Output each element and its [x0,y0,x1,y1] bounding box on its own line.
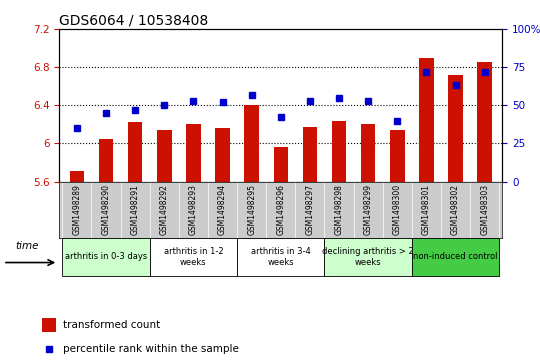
Bar [448,75,463,182]
Text: GSM1498300: GSM1498300 [393,184,402,235]
Text: arthritis in 3-4
weeks: arthritis in 3-4 weeks [251,247,310,266]
Text: arthritis in 0-3 days: arthritis in 0-3 days [65,252,147,261]
Bar [477,62,492,182]
Bar [128,122,143,182]
Bar [99,139,113,182]
Text: declining arthritis > 2
weeks: declining arthritis > 2 weeks [322,247,414,266]
Text: time: time [15,241,38,251]
Bar [157,130,172,182]
Text: GSM1498302: GSM1498302 [451,184,460,235]
Bar [332,121,346,182]
Bar [215,128,230,182]
Text: GSM1498303: GSM1498303 [480,184,489,235]
Text: GSM1498290: GSM1498290 [102,184,111,235]
Bar [419,58,434,182]
Bar [186,124,201,182]
Bar [245,105,259,182]
Text: GSM1498295: GSM1498295 [247,184,256,235]
Bar [274,147,288,182]
Bar [325,238,412,276]
Bar [361,124,375,182]
Bar [302,127,317,182]
Text: GSM1498301: GSM1498301 [422,184,431,235]
Text: GSM1498297: GSM1498297 [306,184,314,235]
Text: GSM1498289: GSM1498289 [72,184,82,235]
Bar [412,238,500,276]
Bar [42,318,56,332]
Text: percentile rank within the sample: percentile rank within the sample [63,344,239,354]
Text: GSM1498291: GSM1498291 [131,184,140,235]
Text: non-induced control: non-induced control [413,252,498,261]
Text: GSM1498299: GSM1498299 [364,184,373,235]
Text: GSM1498296: GSM1498296 [276,184,285,235]
Text: GSM1498294: GSM1498294 [218,184,227,235]
Bar [237,238,325,276]
Text: arthritis in 1-2
weeks: arthritis in 1-2 weeks [164,247,223,266]
Bar [70,171,84,182]
Text: GSM1498293: GSM1498293 [189,184,198,235]
Text: GSM1498292: GSM1498292 [160,184,169,235]
Bar [390,130,404,182]
Text: transformed count: transformed count [63,320,160,330]
Text: GDS6064 / 10538408: GDS6064 / 10538408 [59,14,208,28]
Bar [150,238,237,276]
Text: GSM1498298: GSM1498298 [335,184,343,235]
Bar [62,238,150,276]
